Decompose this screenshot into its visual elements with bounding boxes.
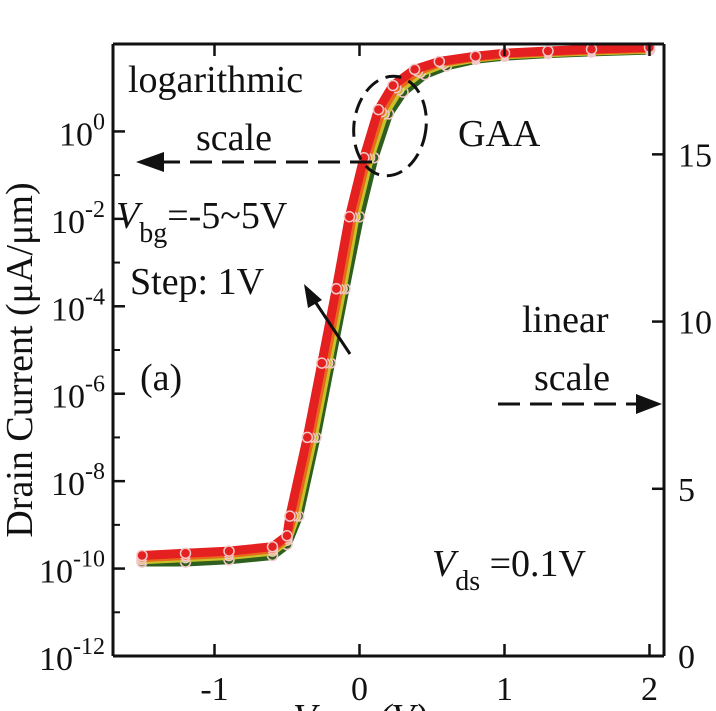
y-right-tick-label: 10 bbox=[678, 305, 712, 342]
vds-subscript: ds bbox=[455, 566, 480, 597]
data-point bbox=[266, 540, 279, 553]
step-arrowhead bbox=[304, 284, 322, 308]
tick-base: 10 bbox=[39, 554, 73, 591]
log-scale-label-line1: logarithmic bbox=[128, 59, 303, 101]
tick-exponent: -10 bbox=[73, 547, 105, 573]
x-tick-label: 2 bbox=[641, 671, 658, 708]
data-point bbox=[179, 547, 192, 560]
y-left-tick-label: 10-4 bbox=[51, 284, 105, 328]
y-right-tick-label: 0 bbox=[678, 639, 695, 676]
tick-base: 10 bbox=[51, 291, 85, 328]
data-point bbox=[469, 50, 482, 62]
x-tick-label: -1 bbox=[200, 671, 228, 708]
data-point bbox=[433, 55, 446, 68]
linear-scale-label-line1: linear bbox=[522, 299, 609, 341]
tick-base: 10 bbox=[51, 379, 85, 416]
y-left-tick-label: 10-10 bbox=[39, 547, 105, 591]
device-label: GAA bbox=[458, 113, 541, 155]
vbg-subscript: bg bbox=[139, 218, 167, 249]
data-point bbox=[585, 43, 598, 55]
log-scale-arrowhead bbox=[136, 152, 164, 172]
data-point bbox=[281, 530, 293, 542]
x-tick-label: 0 bbox=[351, 671, 368, 708]
y-left-tick-label: 100 bbox=[59, 109, 105, 153]
x-axis-title-text: V_gs (V) bbox=[293, 697, 427, 711]
data-point bbox=[408, 63, 421, 76]
data-point bbox=[136, 549, 148, 562]
tick-base: 10 bbox=[51, 204, 85, 241]
tick-exponent: -8 bbox=[85, 459, 105, 485]
vds-prefix: V bbox=[432, 543, 459, 585]
x-axis-title: V_gs (V) bbox=[293, 697, 427, 711]
tick-exponent: -4 bbox=[85, 284, 105, 310]
vbg-prefix: V bbox=[116, 195, 143, 237]
tick-base: 10 bbox=[39, 641, 73, 678]
series-layer bbox=[136, 41, 656, 568]
tick-base: 10 bbox=[59, 116, 93, 153]
log-scale-label-line2: scale bbox=[196, 117, 272, 159]
tick-exponent: 0 bbox=[93, 109, 105, 135]
y-left-tick-label: 10-2 bbox=[51, 197, 105, 241]
data-point bbox=[387, 79, 399, 92]
knee-highlight-ellipse bbox=[352, 74, 428, 178]
linear-scale-label-line2: scale bbox=[534, 357, 610, 399]
y-left-tick-label: 10-12 bbox=[39, 634, 105, 678]
data-point bbox=[372, 103, 385, 116]
tick-exponent: -2 bbox=[85, 197, 105, 223]
linear-scale-arrowhead bbox=[636, 394, 662, 414]
axes-layer bbox=[111, 42, 666, 658]
data-point bbox=[330, 283, 343, 295]
vbg-label: Vbg=-5~5V bbox=[116, 195, 288, 249]
y-right-tick-label: 15 bbox=[678, 137, 712, 174]
y-left-tick-label: 10-6 bbox=[51, 372, 105, 416]
data-point bbox=[542, 45, 554, 57]
x-tick-label: 1 bbox=[496, 671, 513, 708]
panel-label: (a) bbox=[140, 357, 182, 399]
vds-value: =0.1V bbox=[480, 543, 586, 585]
annotation-layer: logarithmic scale GAA Vbg=-5~5V Step: 1V… bbox=[0, 59, 662, 711]
y-left-tick-label: 10-8 bbox=[51, 459, 105, 503]
tick-exponent: -6 bbox=[85, 372, 105, 398]
data-point bbox=[316, 357, 328, 369]
vbg-value: =-5~5V bbox=[167, 195, 288, 237]
y-right-tick-label: 5 bbox=[678, 472, 695, 509]
step-label: Step: 1V bbox=[130, 261, 265, 303]
vds-label: Vds =0.1V bbox=[432, 543, 587, 597]
data-point bbox=[301, 431, 314, 444]
tick-exponent: -12 bbox=[73, 634, 105, 660]
y-axis-left-title: Drain Current (μA/μm) bbox=[0, 182, 41, 537]
tick-base: 10 bbox=[51, 466, 85, 503]
data-point bbox=[343, 210, 356, 223]
step-arrow-line bbox=[312, 299, 352, 355]
data-point bbox=[284, 510, 296, 522]
data-point bbox=[223, 545, 235, 557]
